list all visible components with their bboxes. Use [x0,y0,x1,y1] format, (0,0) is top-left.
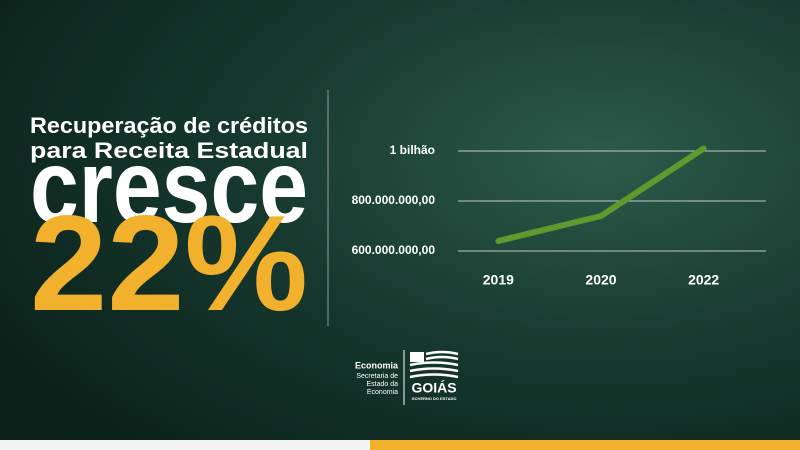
y-tick-label: 800.000.000,00 [352,193,436,207]
state-name: GOIÁS [411,380,456,396]
x-tick-label: 2019 [483,272,514,288]
x-tick-label: 2020 [585,272,616,288]
agency-line: Secretaria de [356,373,398,380]
y-tick-label: 600.000.000,00 [352,243,436,257]
agency-line: Estado da [366,381,398,388]
state-subtitle: GOVERNO DO ESTADO [411,396,456,401]
agency-name: Economia [355,360,399,370]
bottom-strip-white [0,440,370,450]
data-line [495,145,707,244]
headline-verb: cresce [30,129,308,245]
agency-line: Economia [367,389,398,396]
headline-line: para Receita Estadual [30,138,308,163]
x-tick-label: 2022 [688,272,719,288]
headline-line: Recuperação de créditos [30,113,308,138]
y-tick-label: 1 bilhão [390,143,435,157]
headline-figure: 22% [30,187,308,339]
flag-icon [409,350,459,379]
bottom-strip-yellow [370,440,800,450]
